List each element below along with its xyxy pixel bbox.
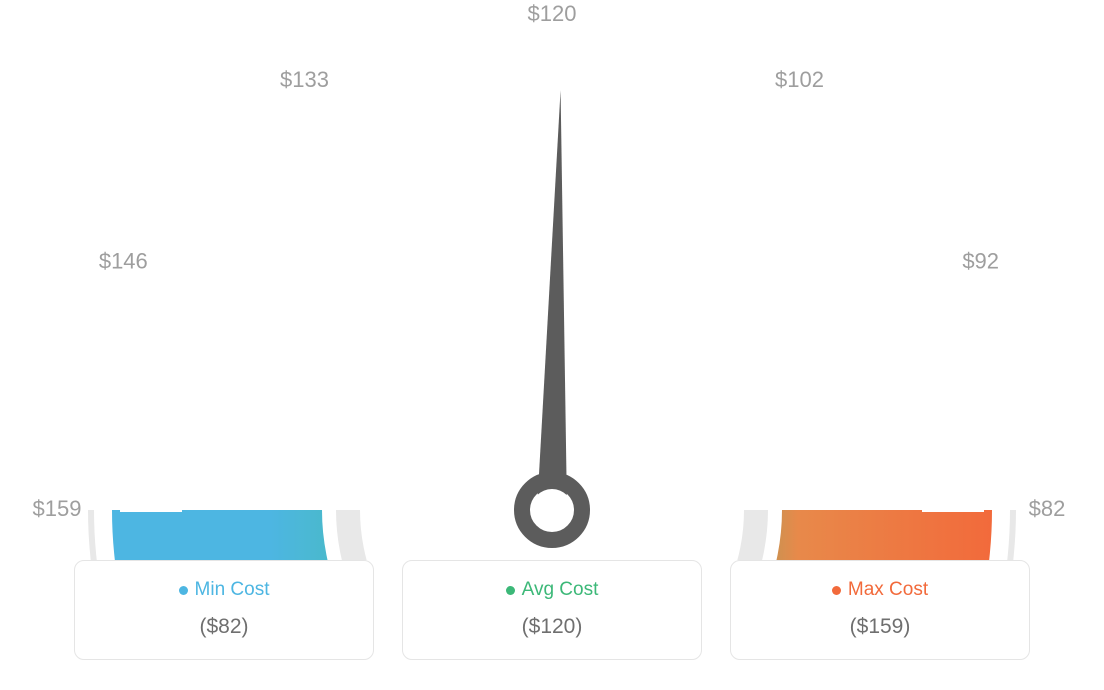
gauge-minor-tick	[621, 85, 627, 121]
gauge-needle	[537, 90, 567, 510]
legend-min-label: Min Cost	[195, 579, 270, 601]
gauge-tick-label: $146	[99, 248, 148, 273]
gauge-minor-tick	[855, 232, 883, 256]
gauge-minor-tick	[923, 362, 958, 375]
dot-icon	[179, 586, 188, 595]
legend-avg-title: Avg Cost	[413, 579, 691, 601]
gauge-major-tick	[336, 136, 367, 190]
gauge-tick-label: $133	[280, 67, 329, 92]
dot-icon	[506, 586, 515, 595]
gauge-chart: $82 $92 $102 $120 $133 $146 $159	[0, 0, 1104, 560]
gauge-minor-tick	[274, 179, 298, 207]
legend-min-value: ($82)	[85, 615, 363, 639]
gauge-minor-tick	[404, 104, 417, 139]
gauge-minor-tick	[941, 435, 977, 441]
gauge-tick-label: $159	[33, 496, 82, 521]
legend-max: Max Cost ($159)	[730, 560, 1030, 660]
gauge-major-tick	[737, 136, 768, 190]
gauge-tick-label: $92	[962, 248, 999, 273]
legend-max-value: ($159)	[741, 615, 1019, 639]
gauge-svg: $82 $92 $102 $120 $133 $146 $159	[0, 0, 1104, 560]
legend-min: Min Cost ($82)	[74, 560, 374, 660]
legend-max-title: Max Cost	[741, 579, 1019, 601]
gauge-minor-tick	[687, 104, 700, 139]
gauge-minor-tick	[477, 85, 483, 121]
gauge-major-tick	[178, 294, 232, 325]
gauge-tick-label: $82	[1029, 496, 1066, 521]
gauge-tick-label: $102	[775, 67, 824, 92]
legend-avg-label: Avg Cost	[522, 579, 599, 601]
gauge-minor-tick	[146, 362, 181, 375]
legend-avg: Avg Cost ($120)	[402, 560, 702, 660]
legend-avg-value: ($120)	[413, 615, 691, 639]
gauge-minor-tick	[127, 435, 163, 441]
gauge-minor-tick	[806, 179, 830, 207]
gauge-needle-hub-inner	[531, 489, 573, 531]
gauge-major-tick	[872, 294, 926, 325]
gauge-tick-label: $120	[528, 1, 577, 26]
dot-icon	[832, 586, 841, 595]
legend-row: Min Cost ($82) Avg Cost ($120) Max Cost …	[0, 560, 1104, 660]
legend-min-title: Min Cost	[85, 579, 363, 601]
gauge-minor-tick	[221, 232, 249, 256]
legend-max-label: Max Cost	[848, 579, 928, 601]
